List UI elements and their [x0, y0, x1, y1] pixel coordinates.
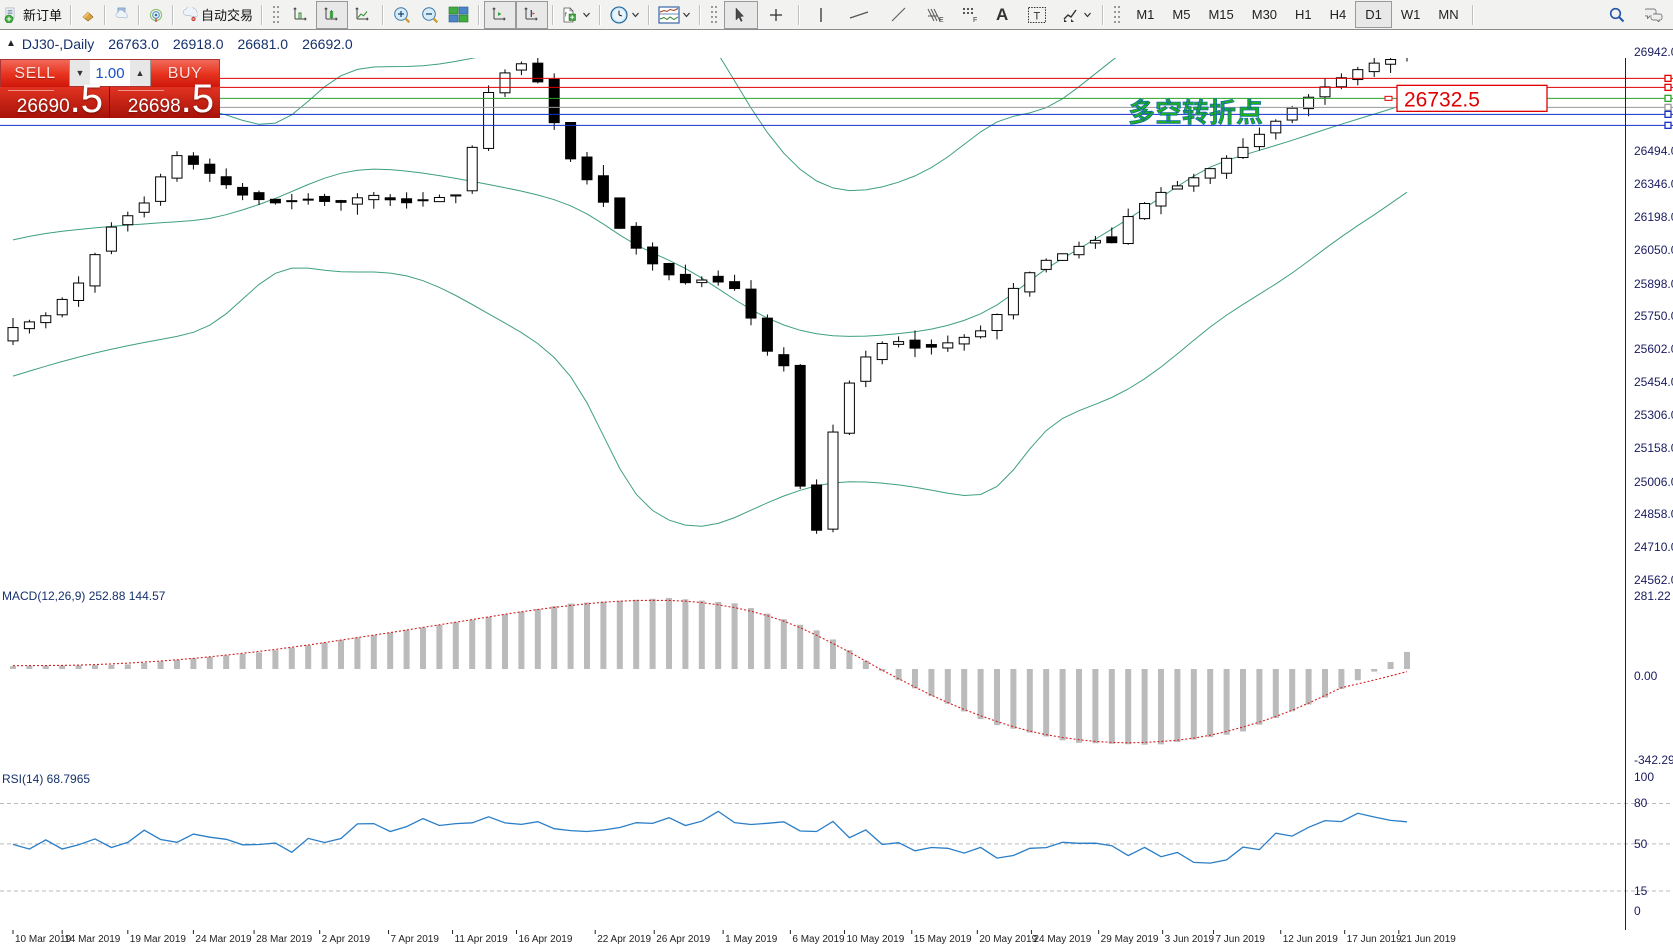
svg-text:20 May 2019: 20 May 2019 [979, 934, 1037, 945]
svg-text:1 May 2019: 1 May 2019 [725, 934, 778, 945]
svg-text:3 Jun 2019: 3 Jun 2019 [1165, 934, 1215, 945]
svg-text:6 May 2019: 6 May 2019 [792, 934, 845, 945]
svg-text:T: T [1034, 10, 1041, 22]
svg-text:11 Apr 2019: 11 Apr 2019 [455, 934, 509, 945]
svg-text:2 Apr 2019: 2 Apr 2019 [322, 934, 371, 945]
svg-text:F: F [973, 17, 977, 23]
svg-text:17 Jun 2019: 17 Jun 2019 [1347, 934, 1402, 945]
svg-text:12 Jun 2019: 12 Jun 2019 [1283, 934, 1338, 945]
svg-text:21 Jun 2019: 21 Jun 2019 [1401, 934, 1456, 945]
svg-text:10 Mar 2019: 10 Mar 2019 [15, 934, 72, 945]
svg-text:E: E [939, 17, 944, 23]
svg-text:22 Apr 2019: 22 Apr 2019 [597, 934, 651, 945]
svg-text:15 May 2019: 15 May 2019 [914, 934, 972, 945]
svg-text:26732.5: 26732.5 [1404, 88, 1480, 111]
svg-text:7 Jun 2019: 7 Jun 2019 [1215, 934, 1265, 945]
svg-text:24 Mar 2019: 24 Mar 2019 [195, 934, 252, 945]
svg-text:10 May 2019: 10 May 2019 [846, 934, 904, 945]
svg-text:28 Mar 2019: 28 Mar 2019 [256, 934, 313, 945]
svg-text:19 Mar 2019: 19 Mar 2019 [130, 934, 187, 945]
svg-text:多空转折点: 多空转折点 [1128, 91, 1263, 130]
svg-text:29 May 2019: 29 May 2019 [1101, 934, 1159, 945]
svg-text:26 Apr 2019: 26 Apr 2019 [656, 934, 710, 945]
svg-text:24 May 2019: 24 May 2019 [1033, 934, 1091, 945]
svg-text:14 Mar 2019: 14 Mar 2019 [64, 934, 121, 945]
svg-text:16 Apr 2019: 16 Apr 2019 [518, 934, 572, 945]
svg-text:7 Apr 2019: 7 Apr 2019 [391, 934, 440, 945]
